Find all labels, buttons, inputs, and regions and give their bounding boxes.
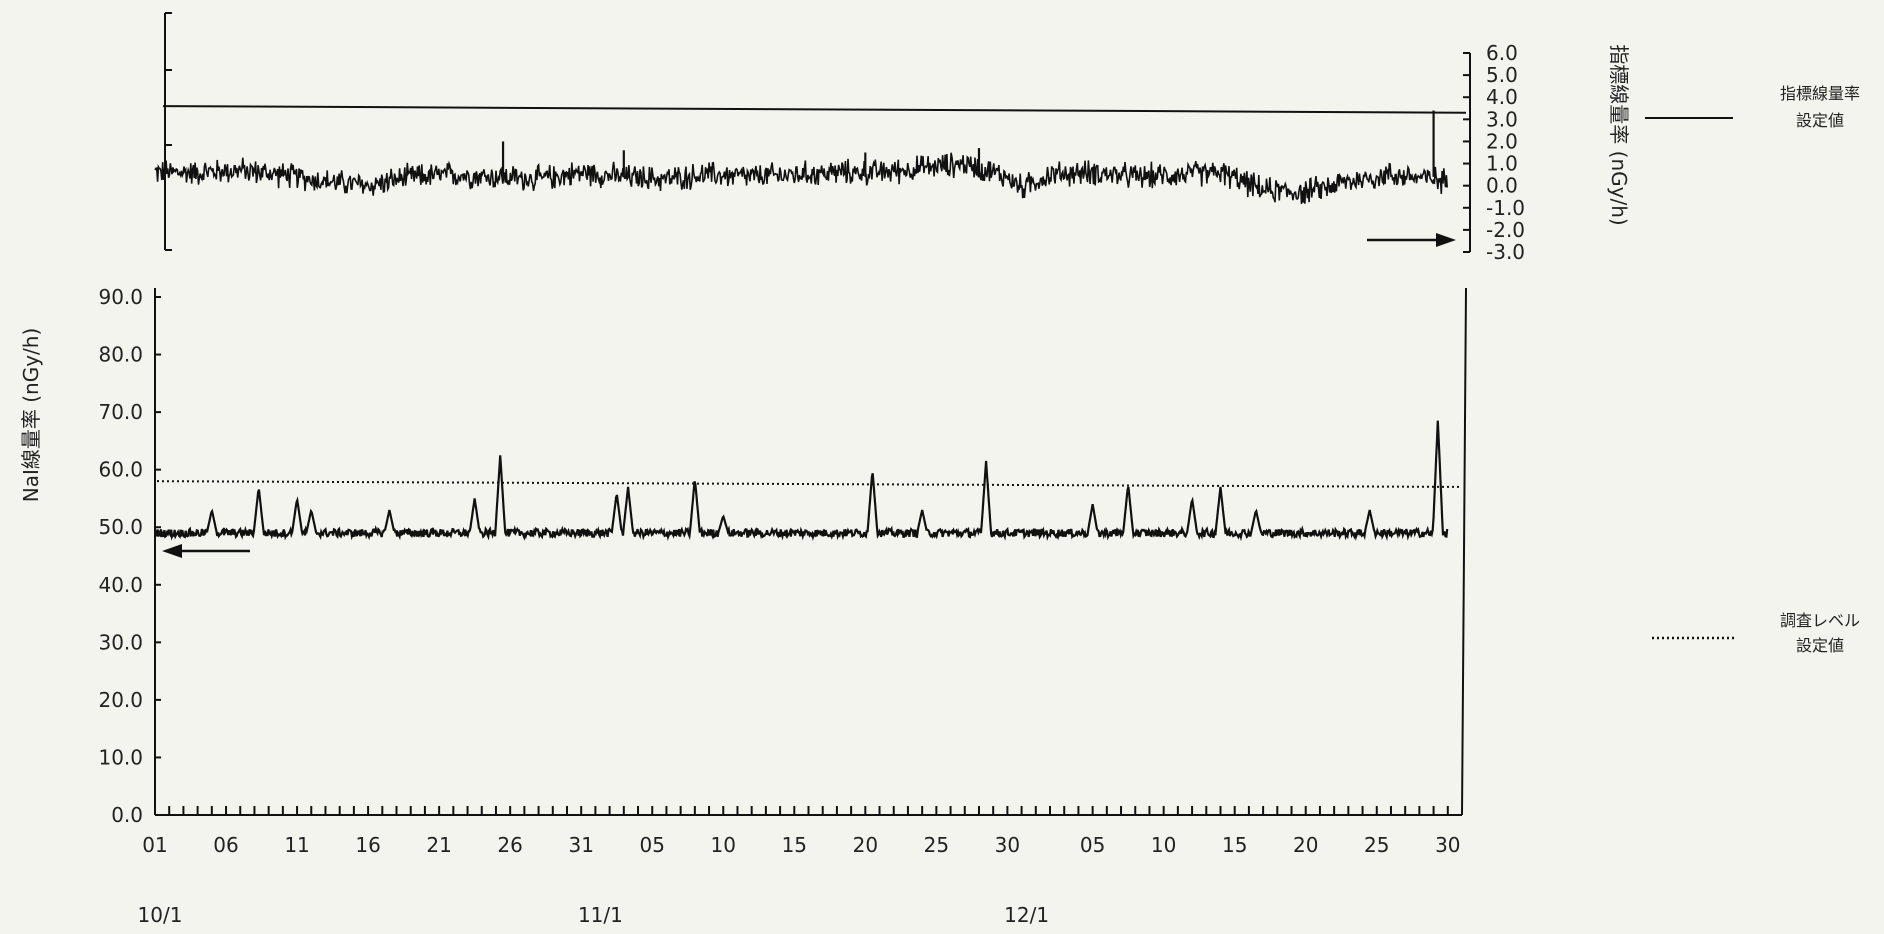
legend-solid-label-2: 設定値	[1796, 111, 1844, 130]
legend: 指標線量率 設定値 調査レベル 設定値	[1645, 84, 1860, 655]
bottom-y-tick-label: 50.0	[98, 515, 143, 539]
top-arrow-head	[1436, 233, 1456, 247]
bottom-y-tick-label: 10.0	[98, 745, 143, 769]
x-tick-label: 31	[568, 833, 593, 857]
bottom-arrow-head	[162, 544, 182, 558]
bottom-series-line	[153, 420, 1449, 542]
legend-dotted-label-1: 調査レベル	[1780, 611, 1860, 630]
top-y-tick-label: 1.0	[1486, 152, 1518, 176]
legend-dotted-label-2: 設定値	[1796, 636, 1844, 655]
top-y-tick-label: 3.0	[1486, 107, 1518, 131]
x-tick-label: 05	[640, 833, 665, 857]
bottom-y-tick-label: 0.0	[111, 803, 143, 827]
x-tick-label: 25	[1364, 833, 1389, 857]
top-y-tick-label: -3.0	[1486, 240, 1525, 264]
x-tick-label: 15	[782, 833, 807, 857]
top-panel: 6.05.04.03.02.01.00.0-1.0-2.0-3.0	[154, 12, 1525, 264]
x-tick-label: 16	[355, 833, 380, 857]
x-month-label: 12/1	[1004, 903, 1049, 927]
bottom-y-axis-title: NaI線量率 (nGy/h)	[19, 328, 43, 503]
x-tick-label: 11	[284, 833, 309, 857]
x-tick-label: 30	[995, 833, 1020, 857]
top-y-tick-label: 2.0	[1486, 129, 1518, 153]
x-tick-label: 21	[426, 833, 451, 857]
x-tick-label: 01	[142, 833, 167, 857]
bottom-y-tick-label: 90.0	[98, 285, 143, 309]
x-tick-label: 10	[711, 833, 736, 857]
top-y-tick-label: 0.0	[1486, 174, 1518, 198]
bottom-y-tick-label: 80.0	[98, 343, 143, 367]
top-y-tick-label: -1.0	[1486, 196, 1525, 220]
top-y-tick-label: 6.0	[1486, 41, 1518, 65]
x-axis: 01 06 11 16 21 26 31 05 10 15 20 25 30 05 10 15 20 25 30 10…	[138, 806, 1462, 927]
legend-solid-label-1: 指標線量率	[1780, 84, 1860, 103]
bottom-y-tick-label: 30.0	[98, 630, 143, 654]
bottom-y-tick-label: 70.0	[98, 400, 143, 424]
x-tick-label: 05	[1080, 833, 1105, 857]
x-tick-label: 06	[213, 833, 238, 857]
top-y-tick-label: 4.0	[1486, 85, 1518, 109]
bottom-y-tick-label: 20.0	[98, 688, 143, 712]
x-month-label: 10/1	[138, 903, 183, 927]
top-setting-line	[162, 105, 1467, 114]
x-tick-label: 15	[1222, 833, 1247, 857]
bottom-setting-line	[156, 480, 1461, 488]
top-y-axis-title: 指標線量率 (nGy/h)	[1607, 44, 1631, 225]
x-tick-label: 25	[924, 833, 949, 857]
top-series-line	[154, 152, 1448, 204]
bottom-y-tick-label: 40.0	[98, 573, 143, 597]
top-y-tick-label: 5.0	[1486, 63, 1518, 87]
x-tick-label: 30	[1435, 833, 1460, 857]
x-tick-label: 20	[853, 833, 878, 857]
x-tick-label: 26	[497, 833, 522, 857]
bottom-right-axis	[1461, 287, 1467, 816]
bottom-panel: 90.0 80.0 70.0 60.0 50.0 40.0 30.0 20.0 10.0 0.0	[98, 285, 1467, 827]
bottom-y-tick-label: 60.0	[98, 458, 143, 482]
x-tick-label: 10	[1151, 833, 1176, 857]
x-tick-label: 20	[1293, 833, 1318, 857]
top-y-tick-label: -2.0	[1486, 218, 1525, 242]
x-month-label: 11/1	[578, 903, 623, 927]
